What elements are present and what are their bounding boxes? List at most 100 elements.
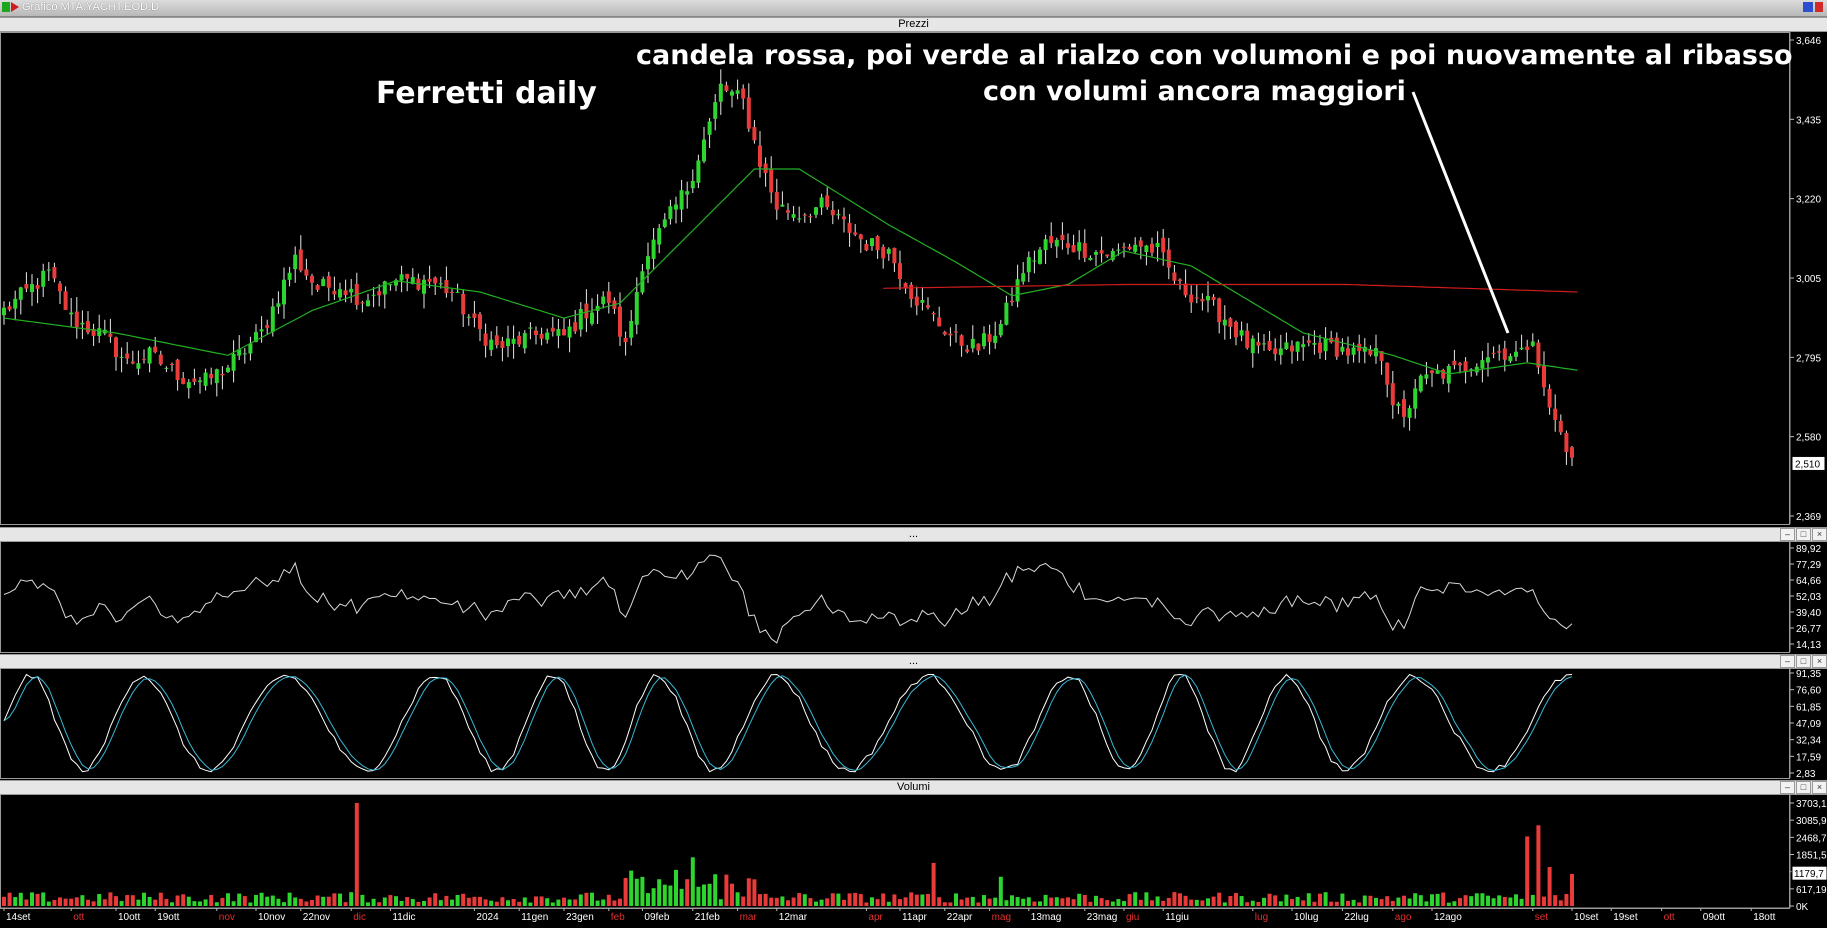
time-tick-label: ott [73, 912, 84, 923]
volume-bar [494, 901, 499, 906]
candle-body [931, 313, 936, 315]
candle-body [970, 338, 975, 349]
time-tick-label: 19ott [157, 912, 179, 923]
candle-body [1346, 348, 1350, 356]
window-restore-button[interactable] [1803, 2, 1813, 12]
candle-body [606, 291, 611, 303]
volume-bar [539, 896, 544, 906]
volume-bar [1021, 898, 1026, 906]
volume-bar [892, 894, 897, 906]
pane-close-button[interactable]: × [1812, 781, 1827, 794]
volume-bar [1362, 895, 1367, 906]
volume-bar [786, 900, 790, 906]
candle-body [1284, 342, 1289, 350]
time-tick-label: 13mag [1031, 912, 1062, 923]
candle-body [763, 163, 768, 174]
volume-bar [1441, 892, 1446, 906]
volume-bar [1334, 901, 1339, 906]
volume-bar [1346, 900, 1350, 906]
volume-bar [226, 893, 230, 906]
volume-bar [1312, 901, 1317, 906]
volume-bar [170, 902, 174, 906]
volume-bar [315, 895, 320, 906]
volume-bar [1519, 898, 1524, 906]
candle-body [858, 234, 863, 240]
candle-body [310, 275, 314, 283]
volume-bar [914, 894, 919, 906]
window-close-button[interactable] [1815, 2, 1823, 12]
pane-minimize-button[interactable]: – [1780, 781, 1795, 794]
volume-bar [763, 893, 768, 906]
pane-maximize-button[interactable]: □ [1796, 781, 1811, 794]
volume-bar [1015, 897, 1020, 906]
candle-body [797, 218, 802, 220]
volume-bar [1458, 898, 1462, 906]
volume-bar [1374, 897, 1378, 906]
app-arrow-icon [11, 2, 19, 12]
volume-bar [595, 900, 600, 906]
pane-maximize-button[interactable]: □ [1796, 528, 1811, 541]
candle-body [735, 90, 740, 94]
volume-bar [556, 899, 561, 906]
candle-body [209, 373, 214, 379]
volume-bar [668, 885, 673, 906]
candle-body [629, 321, 634, 338]
time-tick-label: 11gen [521, 912, 548, 923]
chart-title-annotation: Ferretti daily [376, 76, 597, 111]
volume-bar [1105, 900, 1110, 906]
volume-bar [657, 879, 662, 906]
vol-frame [0, 794, 1790, 909]
candle-body [1110, 251, 1115, 260]
candle-body [1396, 403, 1401, 406]
candle-body [114, 337, 118, 357]
volume-bar [629, 870, 634, 906]
volume-bar [321, 896, 326, 906]
volume-bar [1491, 898, 1496, 906]
volume-bar [52, 899, 57, 906]
volume-bar [108, 892, 113, 906]
candle-body [265, 325, 270, 328]
volume-bar [842, 899, 846, 906]
candle-body [410, 277, 415, 285]
candle-body [730, 91, 734, 96]
pane-minimize-button[interactable]: – [1780, 528, 1795, 541]
volume-bar [175, 895, 180, 906]
candle-body [836, 214, 841, 216]
pane-maximize-button[interactable]: □ [1796, 655, 1811, 668]
volume-bar [875, 899, 880, 906]
candle-body [1469, 369, 1474, 371]
candle-body [1491, 352, 1496, 354]
candle-body [993, 335, 998, 343]
candle-body [819, 197, 824, 208]
moving-average-short [3, 168, 1578, 375]
candle-body [1390, 383, 1395, 406]
candle-body [371, 294, 376, 296]
price-tick-label: 2,369 [1796, 512, 1821, 523]
price-tick-label: 3,220 [1796, 195, 1821, 206]
volume-bar [1323, 892, 1328, 906]
volume-bar [1564, 893, 1569, 906]
candle-body [1441, 369, 1446, 379]
last-volume-box [1791, 865, 1827, 881]
volume-bar [730, 883, 734, 906]
volume-bar [142, 892, 146, 906]
candle-body [466, 316, 471, 318]
volume-bar [1547, 867, 1552, 906]
candle-body [1424, 374, 1429, 379]
candle-body [181, 378, 186, 385]
volume-bar [1290, 899, 1294, 906]
candle-body [461, 293, 466, 315]
candle-body [158, 354, 163, 365]
candle-body [634, 292, 639, 325]
volume-bar [209, 895, 214, 906]
rsi-tick-label: 52,03 [1796, 592, 1821, 603]
volume-bar [58, 897, 62, 906]
candle-body [825, 195, 830, 208]
price-tick-label: 2,580 [1796, 433, 1821, 444]
volume-bar [119, 901, 124, 906]
volume-bar [186, 896, 191, 906]
volume-bar [1502, 896, 1507, 906]
pane-minimize-button[interactable]: – [1780, 655, 1795, 668]
volume-bar [1486, 895, 1490, 906]
